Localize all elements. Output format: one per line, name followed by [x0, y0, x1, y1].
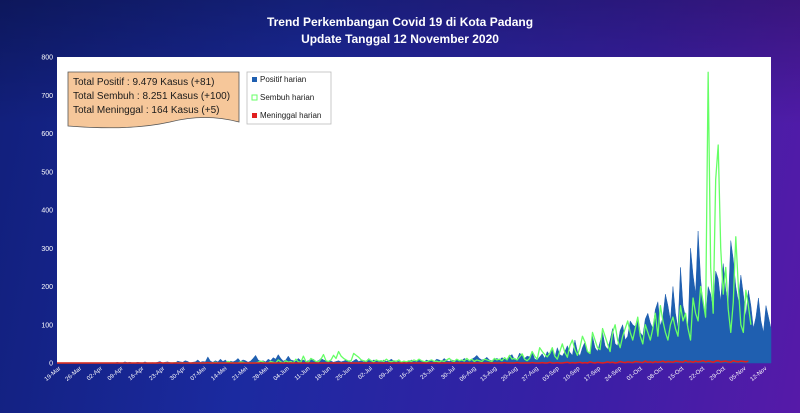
x-tick-label: 14-Mei — [210, 366, 228, 382]
legend-label-sembuh: Sembuh harian — [260, 93, 314, 102]
x-tick-label: 27-Aug — [521, 366, 540, 383]
summary-sembuh: Total Sembuh : 8.251 Kasus (+100) — [73, 91, 230, 102]
x-tick-label: 11-Jun — [294, 366, 312, 382]
x-tick-label: 03-Sep — [542, 366, 561, 383]
y-tick-label: 300 — [41, 246, 53, 253]
x-tick-label: 19-Mar — [44, 366, 62, 383]
y-axis: 0 100 200 300 400 500 600 700 800 — [41, 55, 53, 368]
y-tick-label: 200 — [41, 284, 53, 291]
x-tick-label: 15-Oct — [668, 366, 686, 382]
x-tick-label: 30-Jul — [440, 366, 456, 381]
x-tick-label: 04-Jun — [273, 366, 291, 382]
x-tick-label: 22-Oct — [688, 366, 706, 382]
x-tick-label: 09-Jul — [378, 366, 394, 381]
x-tick-label: 12-Nov — [750, 366, 769, 383]
x-tick-label: 26-Mar — [65, 366, 83, 383]
x-tick-label: 10-Sep — [563, 366, 582, 383]
summary-box-shape — [67, 71, 240, 129]
series-meninggal-harian-line — [57, 359, 749, 364]
x-tick-label: 08-Oct — [647, 366, 665, 382]
x-axis: 19-Mar 26-Mar 02-Apr 09-Apr 16-Apr 23-Apr 30-A… — [44, 366, 768, 383]
x-tick-label: 20-Aug — [500, 366, 519, 383]
y-tick-label: 500 — [41, 169, 53, 176]
x-tick-label: 21-Mei — [231, 366, 249, 382]
x-tick-label: 18-Jun — [314, 366, 332, 382]
summary-meninggal: Total Meninggal : 164 Kasus (+5) — [73, 105, 219, 116]
y-tick-label: 700 — [41, 93, 53, 100]
x-tick-label: 30-Apr — [169, 366, 187, 382]
x-tick-label: 01-Oct — [626, 366, 644, 382]
y-tick-label: 800 — [41, 55, 53, 62]
legend-label-positif: Positif harian — [260, 75, 306, 84]
title-line-1: Trend Perkembangan Covid 19 di Kota Pada… — [266, 15, 534, 29]
chart-title: Trend Perkembangan Covid 19 di Kota Pada… — [0, 14, 800, 48]
legend: Positif harian Sembuh harian Meninggal h… — [246, 71, 332, 125]
summary-positif: Total Positif : 9.479 Kasus (+81) — [73, 77, 214, 88]
x-tick-label: 29-Oct — [709, 366, 727, 382]
x-tick-label: 16-Apr — [128, 366, 146, 382]
x-tick-label: 05-Nov — [729, 366, 748, 383]
x-tick-label: 25-Jun — [335, 366, 353, 382]
plot-series — [57, 71, 772, 364]
legend-swatch-positif — [252, 77, 257, 82]
legend-box — [246, 71, 332, 125]
x-tick-label: 23-Jul — [420, 366, 436, 381]
title-line-2: Update Tanggal 12 November 2020 — [301, 32, 499, 46]
x-tick-label: 17-Sep — [583, 366, 602, 383]
legend-label-meninggal: Meninggal harian — [260, 111, 321, 120]
y-tick-label: 400 — [41, 208, 53, 215]
x-tick-label: 09-Apr — [107, 366, 125, 382]
y-tick-label: 600 — [41, 131, 53, 138]
legend-swatch-sembuh — [251, 94, 258, 101]
x-tick-label: 28-Mei — [252, 366, 270, 382]
summary-box: Total Positif : 9.479 Kasus (+81) Total … — [67, 71, 240, 129]
y-tick-label: 0 — [49, 361, 53, 368]
x-tick-label: 24-Sep — [604, 366, 623, 383]
x-tick-label: 16-Jul — [399, 366, 415, 381]
x-tick-label: 06-Aug — [459, 366, 478, 383]
x-tick-label: 02-Jul — [357, 366, 373, 381]
y-tick-label: 100 — [41, 322, 53, 329]
x-tick-label: 07-Mei — [190, 366, 208, 382]
x-tick-label: 13-Aug — [480, 366, 499, 383]
x-tick-label: 02-Apr — [86, 366, 104, 382]
x-tick-label: 23-Apr — [148, 366, 166, 382]
legend-swatch-meninggal — [252, 113, 257, 118]
